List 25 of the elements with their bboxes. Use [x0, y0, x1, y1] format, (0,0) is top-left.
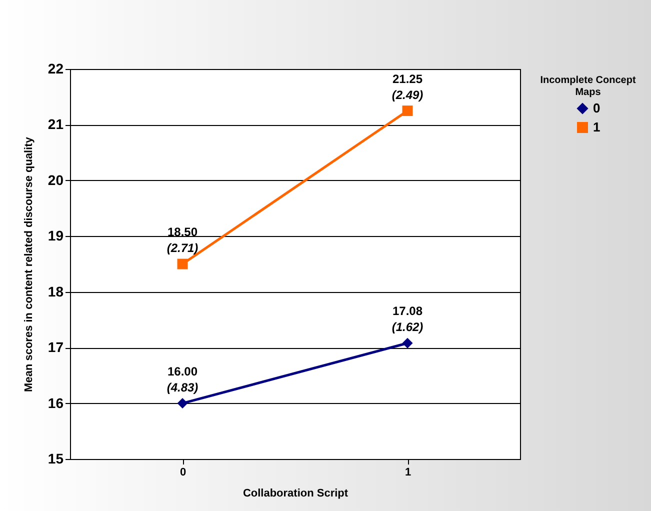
y-tick-label: 22	[48, 60, 64, 76]
y-tick-label: 17	[48, 339, 64, 356]
point	[402, 338, 413, 348]
data-label: 16.00	[167, 364, 198, 378]
x-axis-title: Collaboration Script	[242, 488, 348, 500]
annotation: (2.49)	[392, 88, 424, 102]
y-tick-label: 15	[48, 450, 64, 466]
legend-title: Incomplete Concept Maps	[540, 75, 636, 98]
point	[402, 106, 413, 116]
y-tick-label: 16	[48, 394, 64, 411]
point	[177, 258, 188, 270]
annotation: (1.62)	[392, 320, 424, 334]
annotation: (4.83)	[166, 380, 198, 394]
y-tick-label: 20	[48, 172, 64, 188]
y-axis-title: Mean scores in content related discourse quality	[22, 136, 35, 392]
legend-label: 1	[593, 120, 600, 134]
legend-label: 0	[593, 100, 600, 116]
data-label: 18.50	[167, 225, 198, 239]
annotation: (2.71)	[166, 241, 198, 255]
y-tick-label: 21	[48, 116, 64, 132]
point	[177, 398, 188, 409]
data-label: 21.25	[392, 72, 423, 86]
y-tick-label: 19	[48, 228, 64, 244]
y-tick-label: 18	[48, 283, 64, 300]
data-label: 17.08	[392, 304, 423, 318]
